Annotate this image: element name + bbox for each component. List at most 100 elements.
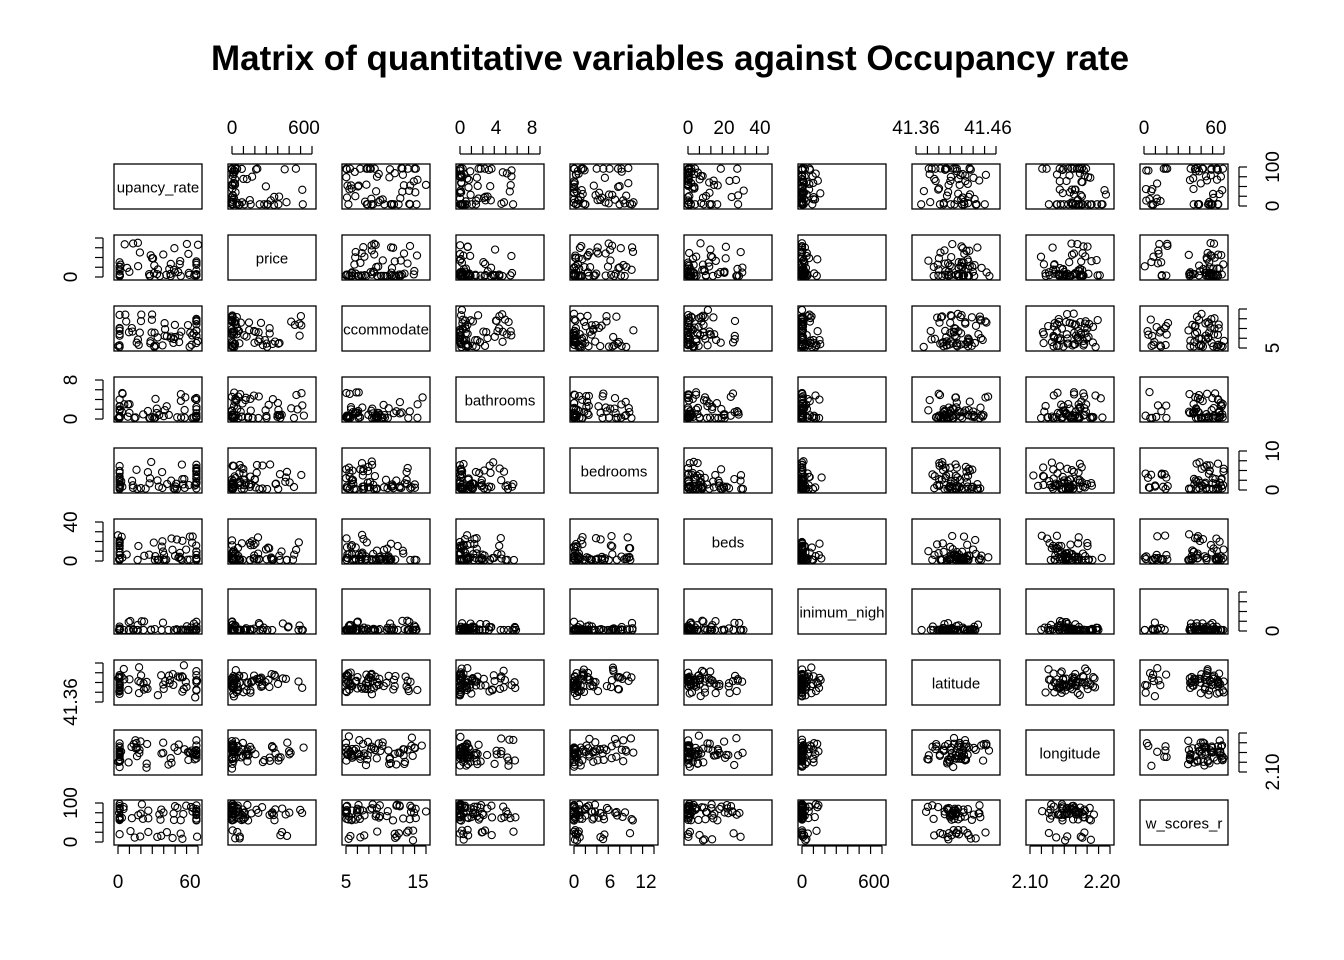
scatter-point — [945, 542, 955, 552]
scatter-point — [367, 457, 376, 466]
scatter-point — [342, 670, 352, 680]
scatter-point — [1083, 538, 1092, 548]
scatter-point — [957, 242, 966, 251]
scatter-point — [965, 397, 974, 406]
scatter-point — [612, 752, 621, 761]
scatter-point — [1144, 483, 1154, 492]
scatter-point — [149, 538, 158, 547]
scatter-point — [1184, 407, 1194, 416]
panel-3-1 — [113, 305, 203, 352]
scatter-point — [1194, 200, 1203, 209]
scatter-point — [1153, 625, 1162, 634]
scatter-point — [396, 194, 405, 203]
scatter-point — [384, 625, 394, 634]
scatter-point — [157, 467, 167, 477]
scatter-point — [239, 484, 249, 493]
scatter-point — [157, 542, 166, 551]
scatter-point — [405, 241, 415, 251]
panel-3-4 — [455, 305, 545, 352]
scatter-point — [1191, 675, 1200, 684]
scatter-point — [271, 749, 280, 758]
scatter-point — [1046, 555, 1055, 564]
panel-9-3 — [341, 729, 431, 776]
scatter-point — [369, 267, 378, 276]
scatter-point — [144, 270, 154, 279]
scatter-point — [1216, 625, 1225, 634]
scatter-point — [572, 187, 581, 196]
scatter-point — [803, 271, 812, 280]
scatter-point — [1066, 540, 1075, 549]
scatter-point — [1152, 322, 1161, 332]
scatter-point — [628, 624, 637, 633]
scatter-point — [1191, 476, 1200, 485]
scatter-point — [721, 242, 731, 251]
scatter-point — [593, 249, 603, 258]
scatter-point — [184, 249, 193, 259]
scatter-point — [457, 306, 467, 315]
scatter-point — [363, 466, 373, 476]
scatter-point — [1056, 682, 1065, 692]
scatter-point — [1091, 342, 1100, 351]
scatter-point — [246, 625, 255, 634]
scatter-point — [709, 176, 718, 185]
scatter-point — [800, 195, 809, 204]
scatter-point — [1191, 405, 1201, 414]
scatter-point — [151, 341, 160, 350]
scatter-point — [475, 625, 484, 634]
scatter-point — [245, 195, 254, 205]
scatter-point — [1184, 484, 1194, 493]
scatter-point — [485, 687, 494, 696]
scatter-point — [685, 458, 694, 468]
scatter-point — [463, 759, 473, 769]
scatter-point — [1161, 670, 1171, 679]
scatter-point — [690, 200, 700, 209]
scatter-point — [293, 405, 302, 414]
scatter-point — [115, 326, 124, 335]
scatter-point — [347, 541, 357, 550]
scatter-point — [957, 311, 966, 320]
scatter-point — [1044, 675, 1054, 684]
panel-9-10 — [1139, 729, 1229, 776]
scatter-point — [497, 550, 506, 559]
scatter-point — [398, 164, 407, 173]
scatter-point — [253, 549, 263, 558]
scatter-point — [1190, 674, 1199, 683]
scatter-point — [961, 473, 970, 482]
panel-2-6 — [683, 234, 773, 281]
scatter-point — [940, 406, 949, 415]
scatter-point — [399, 549, 408, 558]
scatter-point — [605, 245, 615, 255]
scatter-point — [1217, 555, 1226, 564]
scatter-point — [1069, 309, 1078, 318]
scatter-point — [401, 672, 410, 681]
scatter-point — [813, 255, 822, 264]
scatter-point — [1069, 390, 1079, 399]
scatter-point — [362, 164, 371, 173]
scatter-point — [359, 484, 369, 493]
scatter-point — [952, 463, 961, 472]
scatter-point — [1141, 469, 1150, 478]
scatter-point — [730, 618, 739, 628]
scatter-point — [175, 552, 184, 561]
scatter-point — [290, 550, 299, 559]
scatter-point — [357, 625, 366, 634]
scatter-point — [811, 413, 821, 422]
scatter-point — [235, 555, 244, 564]
scatter-point — [1153, 401, 1163, 410]
scatter-point — [457, 339, 466, 348]
scatter-point — [581, 322, 590, 331]
scatter-point — [400, 759, 409, 769]
scatter-point — [730, 671, 740, 681]
scatter-point — [976, 484, 985, 493]
scatter-point — [974, 555, 984, 564]
panel-frame — [113, 447, 203, 494]
scatter-point — [1154, 246, 1163, 255]
scatter-point — [468, 484, 478, 493]
scatter-point — [192, 413, 201, 422]
scatter-point — [132, 625, 141, 634]
scatter-point — [260, 200, 269, 209]
scatter-point — [946, 176, 955, 186]
panel-5-8 — [911, 447, 1001, 494]
scatter-point — [296, 311, 306, 321]
scatter-point — [413, 400, 422, 409]
